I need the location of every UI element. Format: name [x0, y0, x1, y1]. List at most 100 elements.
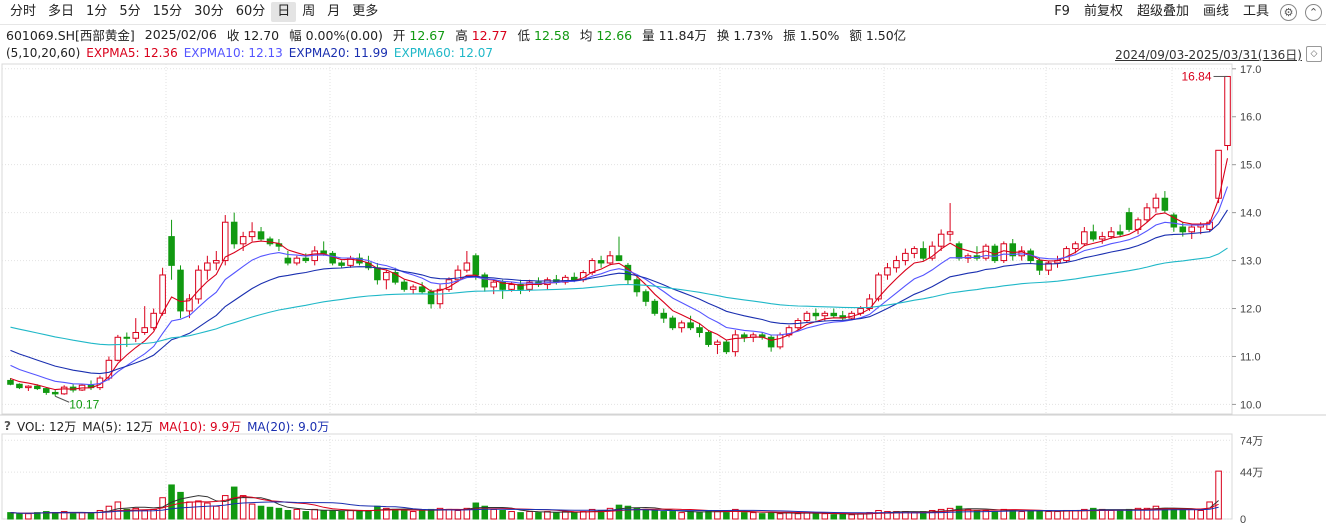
volume-bar — [991, 511, 999, 520]
volume-bar — [1125, 508, 1133, 520]
volume-bar — [96, 509, 104, 520]
volume-ma-line-2 — [10, 501, 1219, 514]
expma-item-0: EXPMA5: 12.36 — [86, 46, 178, 60]
volume-bar — [51, 512, 59, 520]
collapse-icon[interactable]: ⌃ — [1305, 3, 1322, 21]
toolbar-item-3[interactable]: 画线 — [1202, 4, 1229, 19]
volume-bar — [642, 508, 650, 520]
volume-bar — [1090, 507, 1097, 520]
vol-label: 量 — [642, 27, 655, 43]
volume-bar — [356, 511, 363, 520]
volume-bar — [803, 512, 811, 520]
candle-body — [1000, 243, 1008, 262]
volume-bar — [141, 509, 148, 520]
amount-value: 1.50亿 — [865, 27, 907, 43]
candle-body — [517, 284, 524, 290]
candle-body — [606, 255, 614, 264]
candle-body — [239, 236, 247, 245]
candle-body — [794, 320, 802, 329]
avg-price: 均 12.66 — [580, 25, 632, 44]
period-tab-0[interactable]: 分时 — [10, 4, 37, 19]
volume-bar — [526, 511, 533, 520]
volume-bar — [1018, 511, 1025, 520]
price-panel-frame — [1, 63, 1233, 415]
volume-bar — [123, 508, 131, 520]
period-tab-7[interactable]: 日 — [271, 2, 297, 22]
open-price: 开 12.67 — [393, 25, 445, 44]
change-label: 幅 — [289, 27, 302, 43]
candle-body — [454, 269, 462, 281]
period-tab-6[interactable]: 60分 — [235, 4, 266, 19]
period-tab-2[interactable]: 1分 — [86, 4, 108, 19]
volume-bar — [239, 495, 247, 520]
volume-bar — [937, 508, 945, 520]
help-icon[interactable]: ? — [4, 419, 11, 433]
expma-line-0 — [10, 158, 1229, 391]
candle-body — [714, 341, 721, 345]
volume-bar — [42, 511, 50, 520]
volume-bar — [481, 505, 489, 520]
candle-body — [884, 267, 891, 276]
period-tab-1[interactable]: 多日 — [48, 4, 75, 19]
vol-tick-label-2: 74万 — [1240, 435, 1263, 447]
period-tab-5[interactable]: 30分 — [194, 4, 224, 19]
volume-bar — [69, 513, 77, 520]
low-price: 低 12.58 — [518, 25, 570, 44]
volume-bar — [186, 501, 193, 520]
volume-bar — [741, 512, 748, 520]
candle-body — [526, 281, 533, 290]
volume-bar — [266, 506, 274, 520]
candle-body — [723, 341, 730, 353]
volume-bar — [794, 513, 802, 520]
candle-body — [34, 385, 41, 390]
candle-body — [1009, 243, 1017, 257]
period-tab-4[interactable]: 15分 — [152, 4, 183, 19]
candle-body — [472, 255, 480, 276]
volume-bar — [687, 511, 694, 520]
range-toggle-icon[interactable]: ◇ — [1306, 46, 1322, 62]
toolbar-item-4[interactable]: 工具 — [1242, 4, 1269, 19]
volume-bar — [221, 495, 229, 520]
candle-body — [776, 334, 784, 348]
candle-body — [570, 276, 578, 281]
volume-legend: ? VOL: 12万 MA(5): 12万 MA(10): 9.9万 MA(20… — [4, 418, 335, 434]
candle-body — [150, 312, 157, 329]
volume-bar — [588, 508, 596, 520]
volume-bar — [25, 513, 32, 520]
volume-bar — [875, 509, 882, 520]
candle-body — [946, 231, 954, 235]
volume-bar — [204, 502, 211, 520]
period-tab-3[interactable]: 5分 — [119, 4, 141, 19]
candle-body — [383, 272, 390, 281]
toolbar-item-2[interactable]: 超级叠加 — [1136, 4, 1189, 19]
volume-bar — [758, 513, 766, 520]
volume-bar — [660, 511, 668, 520]
toolbar-item-1[interactable]: 前复权 — [1083, 4, 1123, 19]
toolbar-item-0[interactable]: F9 — [1054, 4, 1070, 19]
period-tab-10[interactable]: 更多 — [352, 4, 379, 19]
vol-ma5: MA(5): 12万 — [82, 419, 153, 434]
turnover: 换 1.73% — [717, 25, 773, 44]
candle-body — [651, 300, 659, 314]
candle-body — [499, 281, 506, 290]
period-tab-8[interactable]: 周 — [302, 4, 316, 19]
period-tab-9[interactable]: 月 — [327, 4, 341, 19]
volume-bar — [830, 514, 838, 520]
volume-bar — [132, 507, 140, 520]
close-price: 收 12.70 — [227, 25, 279, 44]
max-price-label: 16.84 — [1181, 69, 1211, 83]
date-range[interactable]: 2024/09/03-2025/03/31(136日) — [1115, 48, 1302, 62]
vol-tick-label-0: 0 — [1240, 514, 1246, 526]
amount: 额 1.50亿 — [849, 25, 906, 44]
volume-bar — [1206, 501, 1213, 520]
avg-value: 12.66 — [596, 27, 633, 43]
volume-bar — [329, 509, 336, 520]
candle-body — [812, 312, 820, 317]
candle-body — [195, 269, 202, 300]
candle-body — [25, 385, 32, 389]
candle-body — [481, 274, 489, 288]
volume-bar — [275, 507, 283, 520]
volume-bar — [1188, 508, 1196, 520]
settings-icon[interactable]: ⚙ — [1280, 3, 1297, 21]
